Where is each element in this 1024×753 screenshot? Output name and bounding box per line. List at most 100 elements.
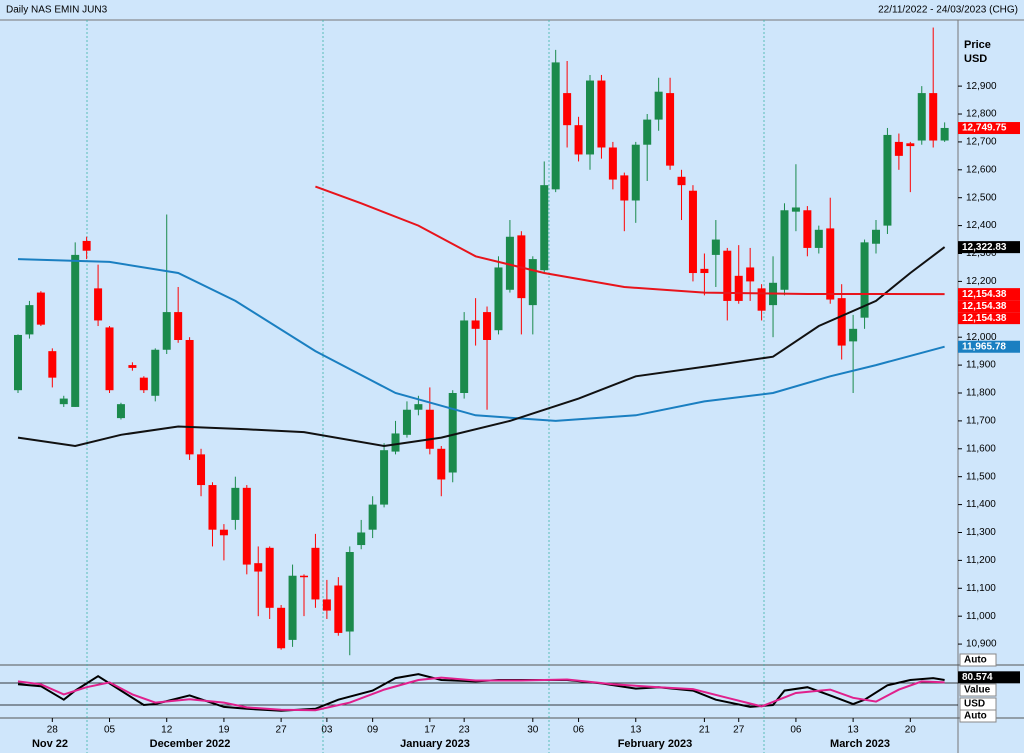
candle-body [231, 487, 240, 520]
candle-body [300, 575, 308, 578]
candle-body [586, 80, 594, 155]
candle-body [917, 93, 926, 141]
candle-body [780, 210, 789, 290]
candle-body [757, 288, 766, 311]
side-label: USD [964, 699, 985, 710]
candle-body [208, 485, 217, 530]
price-label-box [958, 340, 1020, 353]
candle-body [643, 119, 652, 145]
candle-body [151, 349, 160, 396]
x-tick-label: 09 [367, 725, 379, 736]
candle-body [460, 320, 469, 393]
candle-body [139, 377, 148, 391]
y-tick-label: 11,700 [966, 416, 996, 427]
month-label: March 2023 [830, 738, 890, 750]
y-tick-label: 11,500 [966, 471, 996, 482]
x-tick-label: 21 [699, 725, 711, 736]
x-tick-label: 17 [424, 725, 436, 736]
price-label-box [958, 312, 1020, 325]
value-box [958, 671, 1020, 684]
y-tick-label: 11,200 [966, 555, 996, 566]
candle-body [711, 239, 720, 255]
price-label: 12,154.38 [962, 313, 1007, 324]
y-tick-label: 12,500 [966, 192, 997, 203]
price-label-box [958, 300, 1020, 313]
side-label: Auto [964, 655, 987, 666]
candle-body [162, 312, 171, 350]
candle-body [185, 339, 194, 455]
candle-body [597, 80, 606, 148]
price-label: 12,749.75 [962, 123, 1007, 134]
candle-body [528, 259, 537, 306]
candle-body [746, 267, 755, 282]
y-tick-label: 11,900 [966, 360, 996, 371]
candle-body [574, 125, 583, 155]
x-tick-label: 03 [321, 725, 333, 736]
candle-body [860, 242, 869, 318]
side-label-box [959, 709, 997, 723]
candle-body [425, 409, 434, 449]
y-tick-label: 12,600 [966, 164, 997, 175]
candle-body [402, 409, 411, 435]
x-tick-label: 06 [573, 725, 585, 736]
indicator-line [315, 185, 945, 296]
candle-body [128, 365, 137, 368]
candle-body [666, 93, 675, 166]
month-label: February 2023 [618, 738, 693, 750]
x-tick-label: 13 [630, 725, 642, 736]
candle-body [48, 351, 57, 378]
candle-body [277, 607, 286, 649]
candle-body [734, 275, 743, 301]
candle-body [894, 141, 903, 156]
candle-body [723, 250, 732, 301]
candle-body [82, 240, 91, 251]
y-tick-label: 12,800 [966, 109, 997, 120]
x-tick-label: 05 [104, 725, 116, 736]
candle-body [36, 292, 45, 325]
candle-body [288, 575, 297, 640]
candle-body [803, 210, 812, 248]
candle-body [837, 298, 846, 346]
month-label: December 2022 [150, 738, 231, 750]
candle-body [505, 236, 514, 290]
candle-body [105, 327, 114, 391]
candle-body [357, 532, 366, 546]
indicator-line [17, 676, 945, 712]
price-label: 12,154.38 [962, 289, 1007, 300]
side-label-box [959, 653, 997, 667]
month-label: January 2023 [400, 738, 470, 750]
candle-body [254, 563, 263, 572]
month-label: Nov 22 [32, 738, 68, 750]
candle-body [791, 207, 800, 212]
x-tick-label: 12 [161, 725, 173, 736]
y-tick-label: 11,000 [966, 611, 996, 622]
y-tick-label: 12,900 [966, 81, 997, 92]
candle-body [620, 175, 629, 201]
candle-body [483, 312, 492, 340]
price-label-box [958, 288, 1020, 301]
y-tick-label: 12,000 [966, 332, 997, 343]
candle-body [551, 62, 560, 190]
candle-body [688, 190, 697, 274]
candle-body [391, 433, 400, 452]
candle-body [872, 229, 880, 244]
candle-body [906, 143, 915, 147]
candle-body [94, 288, 103, 321]
candle-body [368, 504, 377, 530]
candle-body [437, 448, 446, 480]
y-tick-label: 11,800 [966, 388, 996, 399]
y-tick-label: 12,200 [966, 276, 997, 287]
x-tick-label: 13 [848, 725, 860, 736]
x-tick-label: 20 [905, 725, 917, 736]
axis-title: Price [964, 39, 991, 51]
price-label: 11,965.78 [962, 341, 1006, 352]
y-tick-label: 12,400 [966, 220, 997, 231]
x-tick-label: 27 [276, 725, 288, 736]
x-tick-label: 19 [218, 725, 230, 736]
x-tick-label: 27 [733, 725, 745, 736]
candle-body [700, 268, 709, 274]
side-label: Auto [964, 711, 987, 722]
candle-body [448, 392, 457, 473]
y-tick-label: 10,900 [966, 639, 997, 650]
